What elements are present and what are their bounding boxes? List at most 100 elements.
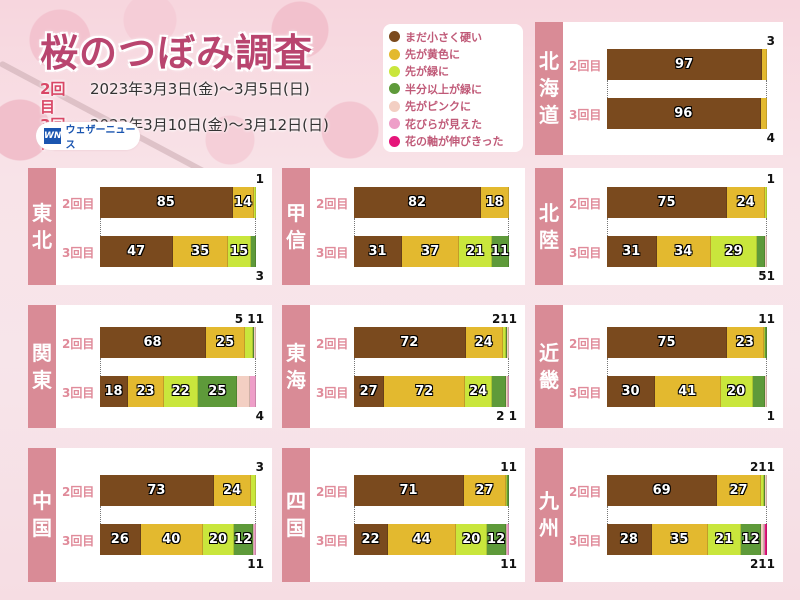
legend-item: 花びらが見えた xyxy=(389,115,517,132)
bar-segment xyxy=(760,524,764,555)
bar-segment xyxy=(249,375,256,407)
stacked-bar-r3: 31 37 21 11 xyxy=(354,235,509,267)
stacked-bar-r2: 73 24 xyxy=(100,475,256,506)
connector-line xyxy=(508,357,509,376)
bar-segment xyxy=(251,475,256,506)
stacked-bar-r2: 75 23 xyxy=(607,326,767,358)
bar-segment: 35 xyxy=(173,235,228,267)
stacked-bar-r3: 31 34 29 xyxy=(607,235,767,267)
stacked-bar-r2: 85 14 xyxy=(100,186,256,218)
round-date-range: 2023年3月10日(金)〜3月12日(日) xyxy=(90,116,329,134)
region-panel-九州: 九州 2回目 69 27 211 3回目 28 35 21 12 211 xyxy=(535,448,783,582)
region-name: 関東 xyxy=(28,305,56,428)
bar-segment: 82 xyxy=(354,186,482,218)
bar-segment xyxy=(505,475,508,506)
bar-segment: 30 xyxy=(607,375,655,407)
bar-segment: 20 xyxy=(202,524,235,555)
bar-segment: 72 xyxy=(384,375,466,407)
connector-line xyxy=(100,506,101,524)
logo-text: ウェザーニュース xyxy=(65,125,136,151)
small-value-label: 1 xyxy=(766,171,775,186)
round-label-r3: 3回目 xyxy=(62,245,95,260)
round-label-r2: 2回目 xyxy=(569,336,602,351)
bar-segment xyxy=(252,326,255,358)
bar-segment: 75 xyxy=(607,186,727,218)
bar-segment xyxy=(765,524,767,555)
round-label: 2回目 xyxy=(40,80,66,116)
bar-segment: 97 xyxy=(607,48,763,80)
bar-segment: 31 xyxy=(354,235,403,267)
bar-segment xyxy=(765,375,767,407)
region-panel-甲信: 甲信 2回目 82 18 3回目 31 37 21 11 xyxy=(282,168,525,285)
stacked-bar-r3: 96 xyxy=(607,97,767,129)
bar-segment: 29 xyxy=(710,235,758,267)
connector-line xyxy=(766,79,767,98)
bar-segment xyxy=(507,375,509,407)
bar-segment xyxy=(760,97,767,129)
legend-swatch-icon xyxy=(389,100,400,112)
small-value-label: 11 xyxy=(247,557,264,571)
connector-line xyxy=(508,506,509,524)
bar-segment: 68 xyxy=(100,326,207,358)
small-value-label: 2 1 xyxy=(496,408,517,423)
bar-segment: 14 xyxy=(232,186,255,218)
bar-segment: 18 xyxy=(100,375,129,407)
bar-segment xyxy=(762,48,767,80)
bar-segment: 21 xyxy=(459,235,492,267)
bar-segment: 11 xyxy=(491,235,509,267)
region-name: 甲信 xyxy=(282,168,310,285)
round-label-r3: 3回目 xyxy=(316,534,349,548)
round-label-r3: 3回目 xyxy=(569,385,602,400)
bar-segment xyxy=(763,326,766,358)
connector-line xyxy=(607,506,608,524)
round-2-dates: 2回目 2023年3月3日(金)〜3月5日(日) xyxy=(40,80,329,116)
round-label-r3: 3回目 xyxy=(316,385,349,400)
bar-segment: 71 xyxy=(354,475,465,506)
bar-segment: 34 xyxy=(656,235,711,267)
bar-segment: 12 xyxy=(234,524,253,555)
small-value-label: 51 xyxy=(758,268,775,283)
stacked-bar-r3: 27 72 24 xyxy=(354,375,509,407)
region-panel-関東: 関東 2回目 68 25 5 11 3回目 18 23 22 25 4 xyxy=(28,305,272,428)
connector-line xyxy=(255,217,256,236)
connector-line xyxy=(607,79,608,98)
legend-swatch-icon xyxy=(389,83,400,95)
bar-segment xyxy=(752,375,766,407)
round-label-r2: 2回目 xyxy=(316,485,349,499)
bar-segment: 25 xyxy=(198,375,238,407)
bar-segment: 22 xyxy=(354,524,389,555)
bar-segment xyxy=(505,524,508,555)
bar-segment: 26 xyxy=(100,524,141,555)
round-label-r2: 2回目 xyxy=(569,196,602,211)
legend-swatch-icon xyxy=(389,65,400,77)
bar-segment xyxy=(237,375,250,407)
small-value-label: 11 xyxy=(500,557,517,571)
bar-segment xyxy=(245,326,253,358)
bar-segment: 73 xyxy=(100,475,214,506)
stacked-bar-r3: 18 23 22 25 xyxy=(100,375,256,407)
bar-segment: 35 xyxy=(651,524,708,555)
connector-line xyxy=(100,217,101,236)
round-label-r3: 3回目 xyxy=(569,107,602,122)
bar-segment: 21 xyxy=(707,524,742,555)
bar-segment: 41 xyxy=(655,375,721,407)
bar-segment: 44 xyxy=(388,524,457,555)
bar-segment: 12 xyxy=(741,524,761,555)
bar-segment: 47 xyxy=(100,235,174,267)
legend-item: 半分以上が緑に xyxy=(389,80,517,97)
wn-logo-icon: WN xyxy=(44,128,62,144)
region-panel-東海: 東海 2回目 72 24 211 3回目 27 72 24 2 1 xyxy=(282,305,525,428)
round-label-r2: 2回目 xyxy=(569,58,602,73)
connector-line xyxy=(354,217,355,236)
legend: まだ小さく硬い 先が黄色に 先が緑に 半分以上が緑に 先がピンクに 花びらが見えた 花の軸が… xyxy=(383,24,523,152)
bar-segment xyxy=(254,326,256,358)
round-label-r3: 3回目 xyxy=(569,245,602,260)
connector-line xyxy=(255,357,256,376)
small-value-label: 4 xyxy=(766,130,775,145)
page-title: 桜のつぼみ調査 xyxy=(40,31,314,75)
bar-segment xyxy=(765,186,767,218)
connector-line xyxy=(766,217,767,236)
bar-segment: 37 xyxy=(402,235,460,267)
bar-segment: 28 xyxy=(607,524,652,555)
bar-segment xyxy=(502,326,506,358)
